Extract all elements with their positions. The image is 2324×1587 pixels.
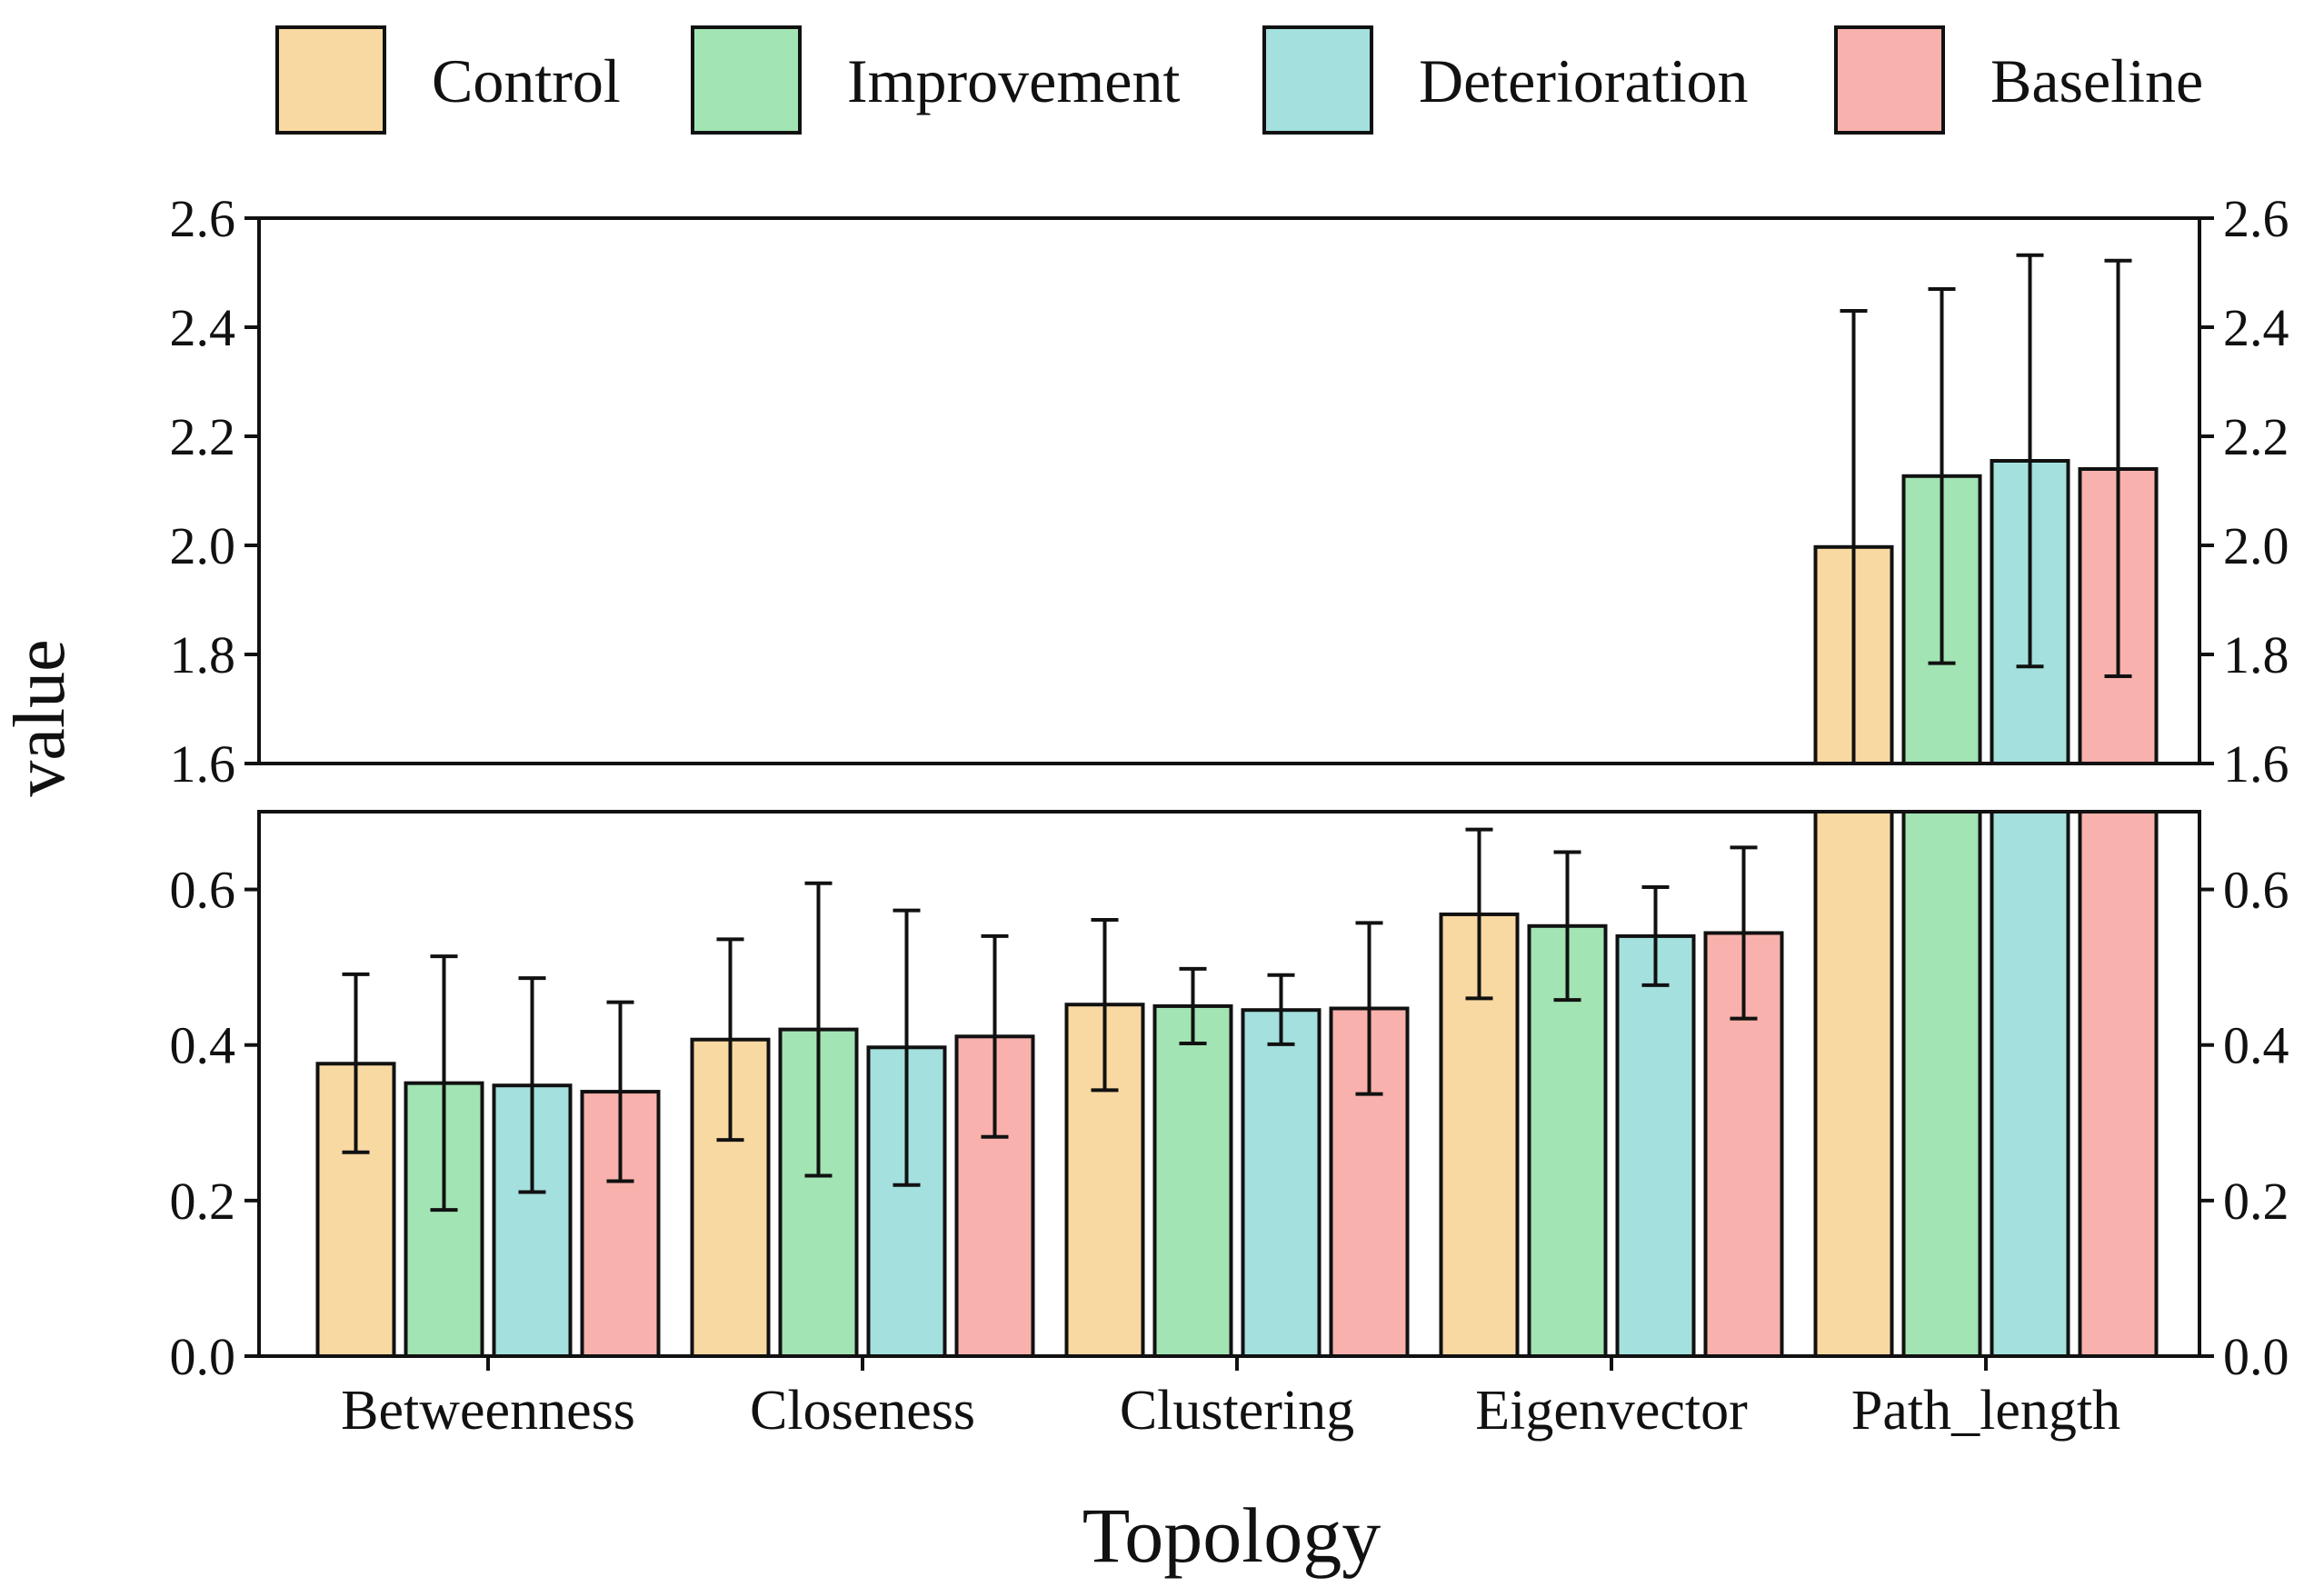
bar-clustering-deterioration-lower (1241, 1008, 1322, 1356)
legend-label-control: Control (432, 46, 621, 115)
lower-y-tick-label-right: 0.2 (2223, 1172, 2289, 1231)
lower-y-tick-label-left: 0.4 (170, 1016, 236, 1075)
category-label-eigenvector: Eigenvector (1475, 1380, 1748, 1442)
upper-y-tick-label-right: 2.6 (2223, 189, 2289, 248)
bar-eigenvector-deterioration-lower (1615, 933, 1696, 1356)
legend-swatch-baseline (1834, 25, 1945, 135)
bar-path_length-improvement-lower (1901, 812, 1982, 1356)
bar-clustering-improvement-lower (1152, 1003, 1233, 1356)
legend-swatch-improvement (691, 25, 802, 135)
legend-label-baseline: Baseline (1990, 46, 2203, 115)
upper-y-tick-label-right: 2.4 (2223, 298, 2289, 357)
lower-y-tick-label-right: 0.6 (2223, 861, 2289, 920)
upper-y-tick-label-right: 2.0 (2223, 516, 2289, 575)
lower-y-tick-label-left: 0.6 (170, 861, 236, 920)
legend-label-deterioration: Deterioration (1419, 46, 1749, 115)
upper-bars (1813, 459, 2159, 764)
upper-y-tick-label-right: 1.8 (2223, 625, 2289, 684)
legend-swatch-control (275, 25, 386, 135)
upper-y-tick-label-left: 2.6 (170, 189, 236, 248)
lower-panel-frame (257, 810, 2201, 1358)
category-label-closeness: Closeness (750, 1380, 975, 1442)
category-label-clustering: Clustering (1120, 1380, 1354, 1442)
bar-path_length-baseline-lower (2078, 812, 2159, 1356)
lower-y-tick-label-right: 0.4 (2223, 1016, 2289, 1075)
x-axis-title: Topology (1082, 1492, 1381, 1579)
category-label-path_length: Path_length (1851, 1380, 2120, 1442)
lower-y-tick-label-left: 0.2 (170, 1172, 236, 1231)
lower-bars (315, 812, 2159, 1356)
upper-y-tick-label-left: 1.6 (170, 734, 236, 794)
bar-clustering-control-lower (1064, 1003, 1145, 1356)
lower-y-tick-label-right: 0.0 (2223, 1327, 2289, 1386)
upper-y-tick-label-left: 1.8 (170, 625, 236, 684)
upper-panel: 1.6 1.6 1.8 1.8 2.0 2.0 2.2 2.2 2.4 2.4 2.6 2.6 (170, 189, 2289, 794)
upper-panel-frame (257, 216, 2201, 765)
legend: Control Improvement Deterioration Baseline (275, 25, 2203, 135)
y-axis-title: value (0, 639, 80, 796)
upper-y-tick-label-left: 2.0 (170, 516, 236, 575)
legend-label-improvement: Improvement (847, 46, 1180, 115)
bar-path_length-deterioration-lower (1990, 812, 2070, 1356)
bar-path_length-control-lower (1813, 812, 1894, 1356)
upper-y-tick-label-right: 2.2 (2223, 407, 2289, 466)
upper-y-tick-label-left: 2.4 (170, 298, 236, 357)
legend-swatch-deterioration (1262, 25, 1373, 135)
category-labels: Betweenness Closeness Clustering Eigenvecto… (341, 1356, 2120, 1442)
lower-panel: 0.0 0.0 0.2 0.2 0.4 0.4 0.6 0.6 (170, 810, 2289, 1386)
category-label-betweenness: Betweenness (341, 1380, 635, 1442)
lower-y-tick-label-left: 0.0 (170, 1327, 236, 1386)
upper-y-tick-label-left: 2.2 (170, 407, 236, 466)
upper-y-tick-label-right: 1.6 (2223, 734, 2289, 794)
